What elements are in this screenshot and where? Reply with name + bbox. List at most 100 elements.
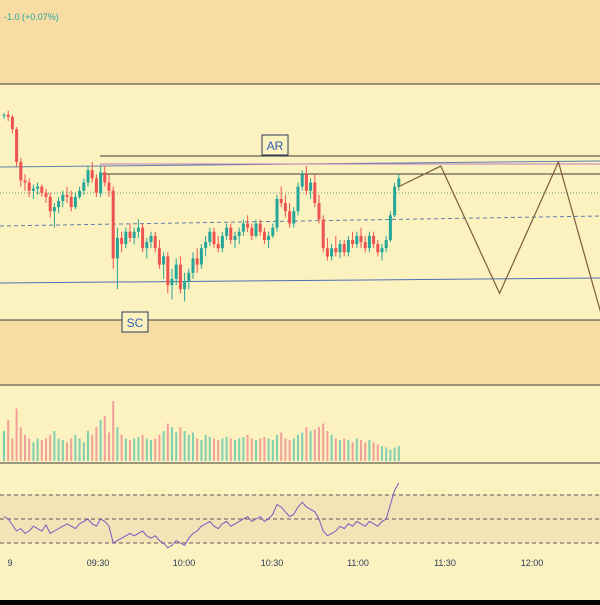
candle-body	[246, 223, 250, 228]
volume-bar	[137, 437, 140, 461]
candle-body	[115, 237, 119, 259]
candle-body	[279, 198, 283, 204]
volume-bar	[225, 437, 228, 461]
sc-annotation[interactable]: SC	[121, 311, 149, 333]
candle-body	[254, 223, 258, 236]
time-tick-label: 11:00	[347, 558, 369, 568]
candle-body	[351, 239, 355, 245]
volume-bar	[187, 434, 190, 461]
ar-label: AR	[267, 139, 284, 153]
volume-bar	[351, 442, 354, 461]
volume-bar	[200, 440, 203, 461]
volume-bar	[250, 438, 253, 461]
time-tick-label: 9	[7, 558, 12, 568]
volume-bar	[330, 434, 333, 461]
candle-body	[157, 248, 161, 265]
candle-body	[237, 231, 241, 236]
volume-bar	[385, 447, 388, 461]
volume-bar	[284, 438, 287, 461]
volume-bar	[11, 438, 14, 461]
time-tick-label: 11:30	[434, 558, 456, 568]
candle-body	[82, 182, 86, 191]
candle-body	[107, 182, 111, 191]
volume-bar	[66, 442, 68, 461]
volume-bar	[221, 438, 224, 461]
volume-bar	[267, 438, 270, 461]
volume-bar	[263, 437, 266, 461]
volume-bar	[108, 432, 110, 461]
candle-body	[199, 248, 203, 265]
price-change-readout: -1.0 (+0.07%)	[4, 12, 59, 22]
candle-body	[170, 278, 174, 286]
candle-body	[174, 264, 178, 279]
volume-bar	[360, 440, 362, 461]
volume-bar	[154, 438, 157, 461]
volume-bar	[288, 440, 291, 461]
time-axis: 9 09:30 10:00 10:30 11:00 11:30 12:00	[7, 558, 543, 568]
candle-body	[86, 170, 90, 183]
volume-bar	[162, 431, 165, 461]
candle-body	[19, 161, 23, 181]
candle-body	[250, 227, 254, 236]
volume-bar	[204, 434, 207, 461]
candle-body	[225, 227, 229, 236]
rsi-band	[0, 495, 600, 543]
trend-line-bottom	[0, 277, 600, 284]
lower-zone	[0, 320, 600, 385]
dashed-midline	[0, 215, 600, 227]
volume-bar	[355, 438, 358, 461]
candle-body	[317, 203, 321, 220]
candle-body	[229, 227, 233, 240]
volume-bar	[259, 438, 262, 461]
volume-bar	[376, 444, 379, 461]
candle-body	[208, 231, 212, 243]
candle-body	[48, 196, 52, 212]
candle-body	[216, 244, 220, 249]
candle-body	[103, 172, 107, 183]
volume-bar	[91, 434, 94, 461]
candle-body	[78, 190, 82, 197]
candle-body	[69, 196, 73, 208]
volume-bar	[87, 431, 89, 461]
volume-bar	[313, 429, 316, 461]
volume-bar	[339, 440, 341, 461]
volume-bar	[45, 438, 47, 461]
volume-bar	[15, 408, 18, 461]
volume-bar	[297, 434, 299, 461]
candle-body	[212, 231, 216, 245]
candle-body	[296, 186, 300, 212]
candle-body	[346, 239, 350, 253]
candle-body	[321, 219, 325, 249]
candle-body	[52, 207, 56, 212]
candle-body	[397, 178, 401, 187]
volume-bar	[276, 434, 278, 461]
volume-bar	[150, 440, 152, 461]
candle-body	[31, 188, 35, 191]
volume-bar	[326, 431, 329, 461]
candle-body	[65, 194, 69, 197]
candle-body	[388, 215, 392, 240]
time-tick-label: 10:00	[173, 558, 196, 568]
volume-bar	[32, 442, 35, 461]
candle-body	[6, 114, 10, 117]
candle-body	[40, 186, 44, 193]
candle-body	[313, 182, 317, 204]
candle-body	[15, 129, 19, 162]
candle-body	[191, 258, 195, 273]
candle-body	[183, 281, 187, 290]
volume-bar	[95, 427, 98, 461]
volume-bar	[318, 427, 320, 461]
candle-body	[275, 198, 279, 228]
volume-bar	[305, 427, 308, 461]
sc-label-box	[121, 311, 149, 333]
candle-body	[178, 264, 182, 290]
ar-label-box	[261, 134, 289, 156]
ar-annotation[interactable]: AR	[261, 134, 289, 156]
volume-bar	[238, 438, 241, 461]
candle-body	[141, 227, 145, 249]
candle-body	[258, 223, 262, 232]
volume-bar	[158, 434, 161, 461]
volume-bar	[175, 432, 178, 461]
